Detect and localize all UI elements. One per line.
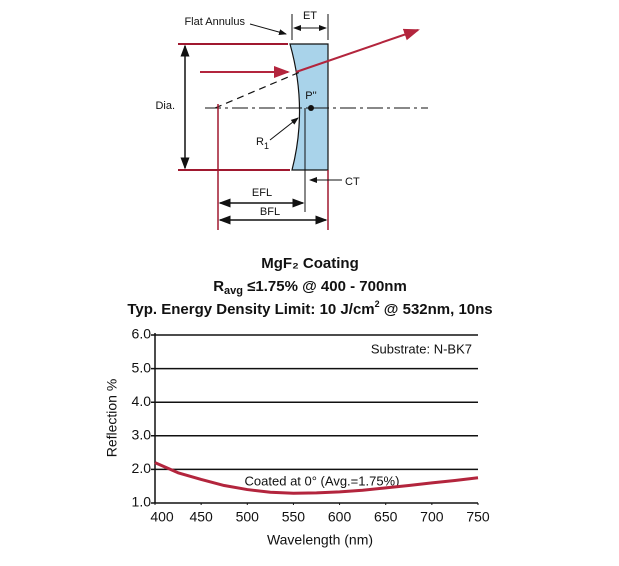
label: Dia. bbox=[155, 100, 175, 112]
x-tick-label: 650 bbox=[374, 509, 398, 525]
y-tick-label: 6.0 bbox=[132, 326, 152, 342]
x-tick-label: 500 bbox=[236, 509, 260, 525]
y-axis-label: Reflection % bbox=[104, 379, 120, 458]
chart-title: MgF₂ Coating bbox=[261, 255, 358, 272]
lens-diagram: Flat Annulus ET Dia. P'' R1 CT EFL BFL bbox=[155, 10, 428, 230]
p-point bbox=[308, 105, 314, 111]
x-tick-label: 700 bbox=[420, 509, 444, 525]
x-tick-label: 550 bbox=[282, 509, 306, 525]
subtitle-part: @ 532nm, 10ns bbox=[380, 301, 493, 318]
virtual-ray bbox=[214, 71, 301, 109]
chart-subtitle: Ravg ≤1.75% @ 400 - 700nm bbox=[213, 278, 407, 297]
label: R bbox=[256, 136, 264, 148]
subtitle-part: ≤1.75% @ 400 - 700nm bbox=[243, 278, 407, 295]
subtitle-part: 2 bbox=[375, 299, 380, 309]
subtitle-part: Typ. Energy Density Limit: 10 J/cm bbox=[127, 301, 374, 318]
label: BFL bbox=[260, 206, 280, 218]
label: ET bbox=[303, 10, 317, 22]
subtitle-part: avg bbox=[224, 285, 243, 297]
x-axis-label: Wavelength (nm) bbox=[267, 532, 373, 548]
y-tick-label: 2.0 bbox=[132, 460, 152, 476]
label: P'' bbox=[305, 90, 317, 102]
chart-subtitle: Typ. Energy Density Limit: 10 J/cm2 @ 53… bbox=[127, 299, 492, 318]
x-tick-label: 450 bbox=[189, 509, 213, 525]
label: R1 bbox=[256, 136, 269, 151]
series-line bbox=[154, 461, 479, 495]
annulus-arrow bbox=[249, 23, 287, 36]
y-tick-label: 4.0 bbox=[132, 393, 152, 409]
x-tick-label: 750 bbox=[466, 509, 490, 525]
label: EFL bbox=[252, 187, 272, 199]
y-tick-label: 1.0 bbox=[132, 494, 152, 510]
x-tick-label: 400 bbox=[150, 509, 174, 525]
label: CT bbox=[345, 176, 360, 188]
annotation: Substrate: N-BK7 bbox=[371, 341, 472, 356]
annotation: Coated at 0° (Avg.=1.75%) bbox=[245, 473, 400, 488]
y-tick-label: 5.0 bbox=[132, 359, 152, 375]
ray-out bbox=[295, 28, 420, 73]
subtitle-part: R bbox=[213, 278, 224, 295]
label: 1 bbox=[264, 141, 269, 151]
r-arrow bbox=[269, 117, 299, 141]
x-tick-label: 600 bbox=[328, 509, 352, 525]
y-tick-label: 3.0 bbox=[132, 427, 152, 443]
label: Flat Annulus bbox=[184, 16, 245, 28]
